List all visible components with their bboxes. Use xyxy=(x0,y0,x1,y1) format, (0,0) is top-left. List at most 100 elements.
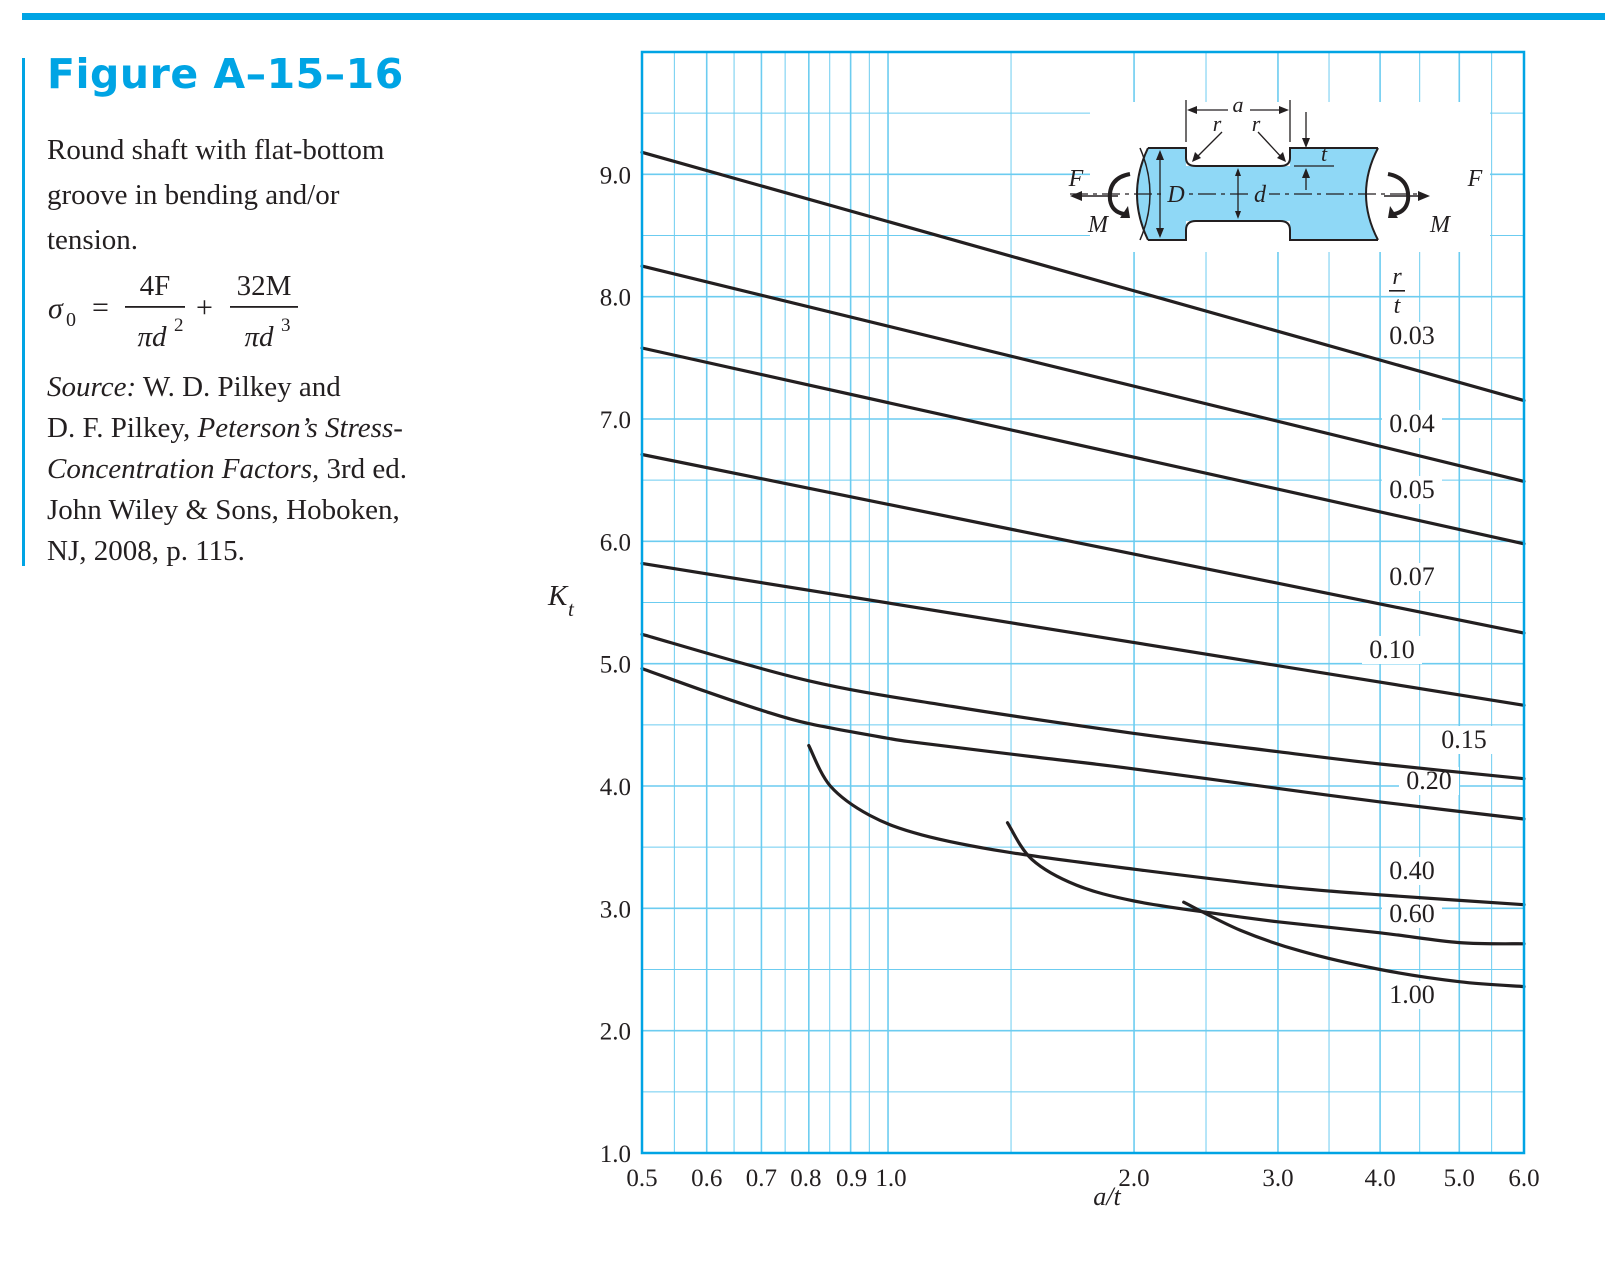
r-right-leader xyxy=(1257,131,1285,161)
D-arrowheads xyxy=(1156,150,1164,238)
side-rule xyxy=(22,58,25,566)
x-tick-label: 3.0 xyxy=(1262,1165,1293,1192)
figure-title: Figure A–15–16 xyxy=(47,50,404,98)
top-rule xyxy=(22,13,1605,20)
curve-r-t-0-60 xyxy=(1005,821,1526,946)
curve-label: 0.60 xyxy=(1389,899,1435,928)
y-tick-label: 6.0 xyxy=(600,529,631,556)
curve-labels: 0.03 0.04 0.05 0.07 0.10 0.15 0.20 0.40 0.60 1.00 xyxy=(1369,321,1487,1009)
x-tick-label: 6.0 xyxy=(1508,1165,1539,1192)
y-tick-label: 1.0 xyxy=(600,1141,631,1168)
curve-r-t-0-15 xyxy=(640,632,1526,781)
label-t: t xyxy=(1321,141,1328,166)
formula-sigma-subscript: 0 xyxy=(66,309,76,331)
curve-label-backing xyxy=(1362,636,1422,664)
x-axis-label: a/t xyxy=(1093,1182,1121,1211)
y-tick-label: 3.0 xyxy=(600,896,631,923)
t-arrow-top xyxy=(1302,138,1310,148)
curve-label: 0.40 xyxy=(1389,856,1435,885)
curve-label-backing xyxy=(1382,563,1442,591)
r-left-leader xyxy=(1193,131,1223,161)
source-authors: W. D. Pilkey and xyxy=(142,371,341,403)
caption-line: Round shaft with flat-bottom xyxy=(47,134,385,166)
curves xyxy=(640,150,1526,989)
curve-label: 0.04 xyxy=(1389,409,1435,438)
label-D: D xyxy=(1166,182,1184,208)
y-tick-labels: 1.0 2.0 3.0 4.0 5.0 6.0 7.0 8.0 9.0 xyxy=(600,162,631,1168)
source-book-title-1: Peterson’s Stress- xyxy=(197,412,403,444)
curve-label: 1.00 xyxy=(1389,980,1435,1009)
x-tick-label: 0.7 xyxy=(746,1165,777,1192)
x-tick-label: 2.0 xyxy=(1118,1165,1149,1192)
curve-label-backing xyxy=(1382,322,1442,350)
curve-label: 0.10 xyxy=(1369,635,1415,664)
curve-label-backing xyxy=(1382,410,1442,438)
x-tick-labels: 0.5 0.6 0.7 0.8 0.9 1.0 2.0 3.0 4.0 5.0 6.0 xyxy=(626,1165,1539,1192)
curve-label: 0.20 xyxy=(1406,766,1452,795)
curve-r-t-0-40 xyxy=(807,744,1526,907)
shaft-top-outline xyxy=(1148,147,1378,167)
r-left-arrowhead xyxy=(1192,152,1201,162)
source-label: Source: xyxy=(47,371,137,403)
y-tick-label: 2.0 xyxy=(600,1019,631,1046)
stress-formula: σ 0 = 4F πd 2 + 32M πd 3 xyxy=(48,270,298,353)
moment-left-arrowhead xyxy=(1120,206,1130,218)
source-line-1: Source: W. D. Pilkey and xyxy=(47,367,341,408)
curve-label-backing xyxy=(1382,476,1442,504)
legend-title-denominator: t xyxy=(1394,293,1402,319)
source-line-5: NJ, 2008, p. 115. xyxy=(47,535,245,567)
curve-r-t-0-20 xyxy=(640,667,1526,821)
moment-right-arc xyxy=(1387,172,1411,216)
formula-fraction-bar-1 xyxy=(125,306,185,308)
source-edition: 3rd ed. xyxy=(326,453,408,485)
curve-r-t-1-00 xyxy=(1182,900,1526,989)
formula-term2-numerator: 32M xyxy=(237,270,292,302)
formula-equals: = xyxy=(92,291,109,324)
label-d-backing xyxy=(1251,180,1269,206)
curve-label-backing xyxy=(1434,726,1494,754)
legend-title: r t xyxy=(1389,264,1405,319)
x-tick-label: 5.0 xyxy=(1444,1165,1475,1192)
label-D-backing xyxy=(1164,181,1186,207)
curve-r-t-0-07 xyxy=(640,452,1526,635)
x-tick-label: 0.6 xyxy=(691,1165,722,1192)
legend-title-bar xyxy=(1389,290,1405,292)
legend-title-numerator: r xyxy=(1392,264,1402,290)
formula-fraction-bar-2 xyxy=(230,306,298,308)
y-tick-label: 9.0 xyxy=(600,162,631,189)
formula-plus: + xyxy=(196,291,213,324)
source-line-2: D. F. Pilkey, Peterson’s Stress- xyxy=(47,408,403,449)
curve-r-t-0-04 xyxy=(640,264,1526,483)
y-tick-label: 4.0 xyxy=(600,774,631,801)
moment-left-arc xyxy=(1107,172,1131,216)
curve-label: 0.03 xyxy=(1389,321,1435,350)
formula-term2-denominator: πd xyxy=(244,321,274,353)
curve-r-t-0-03 xyxy=(640,150,1526,403)
curve-label-backings xyxy=(1362,322,1494,1009)
caption-line: tension. xyxy=(47,224,139,256)
curve-label: 0.07 xyxy=(1389,562,1435,591)
label-F-left: F xyxy=(1068,166,1084,192)
curve-label-backing xyxy=(1382,857,1442,885)
y-tick-label: 7.0 xyxy=(600,407,631,434)
x-tick-label: 0.9 xyxy=(836,1165,867,1192)
label-F-right: F xyxy=(1467,166,1483,192)
t-arrow-bottom xyxy=(1302,168,1310,178)
y-axis-label-subscript: t xyxy=(568,597,575,621)
source-author-2: D. F. Pilkey, xyxy=(47,412,191,444)
y-tick-label: 8.0 xyxy=(600,285,631,312)
formula-term1-numerator: 4F xyxy=(140,270,171,302)
source-book-title-2: Concentration Factors, xyxy=(47,453,320,485)
moment-right-arrowhead xyxy=(1388,206,1398,218)
x-tick-label: 0.8 xyxy=(790,1165,821,1192)
x-tick-label: 0.5 xyxy=(626,1165,657,1192)
curve-label-backing xyxy=(1382,981,1442,1009)
x-tick-label: 4.0 xyxy=(1364,1165,1395,1192)
source-line-4: John Wiley & Sons, Hoboken, xyxy=(47,494,400,526)
shaft-diagram: a r r t D d F F M M xyxy=(1068,92,1490,252)
plot-frame xyxy=(640,50,1526,1155)
y-axis-label: K xyxy=(547,580,569,612)
r-right-arrowhead xyxy=(1277,152,1286,162)
shaft-body xyxy=(1137,148,1320,240)
